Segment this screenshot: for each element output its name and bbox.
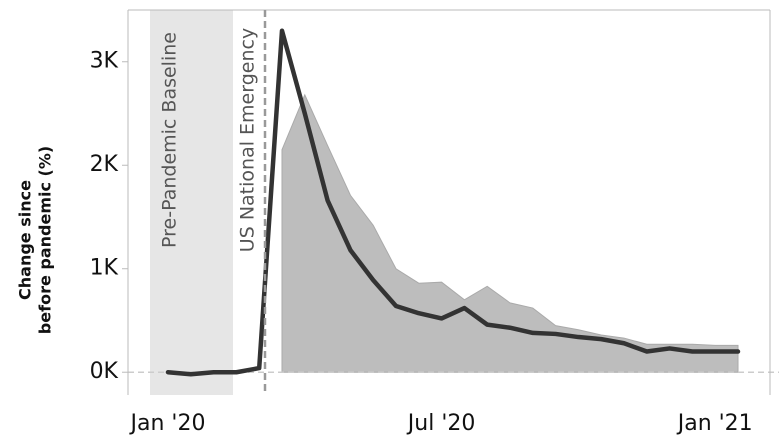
- y-tick-label: 2K: [90, 152, 119, 177]
- y-tick-label: 1K: [90, 256, 119, 281]
- plot-area: [128, 28, 779, 377]
- area: [281, 93, 739, 373]
- y-tick-label: 3K: [90, 49, 119, 74]
- line: [165, 28, 741, 377]
- x-tick-label: Jan '20: [129, 411, 206, 436]
- y-tick-label: 0K: [90, 359, 119, 384]
- y-axis-label: Change since: [16, 180, 35, 300]
- x-tick-label: Jul '20: [406, 411, 476, 436]
- annotation: Pre-Pandemic Baseline: [159, 32, 181, 248]
- annotation: US National Emergency: [237, 28, 259, 252]
- x-tick-label: Jan '21: [676, 411, 753, 436]
- baseline-shade: [150, 10, 233, 395]
- y-axis-label: before pandemic (%): [36, 146, 55, 334]
